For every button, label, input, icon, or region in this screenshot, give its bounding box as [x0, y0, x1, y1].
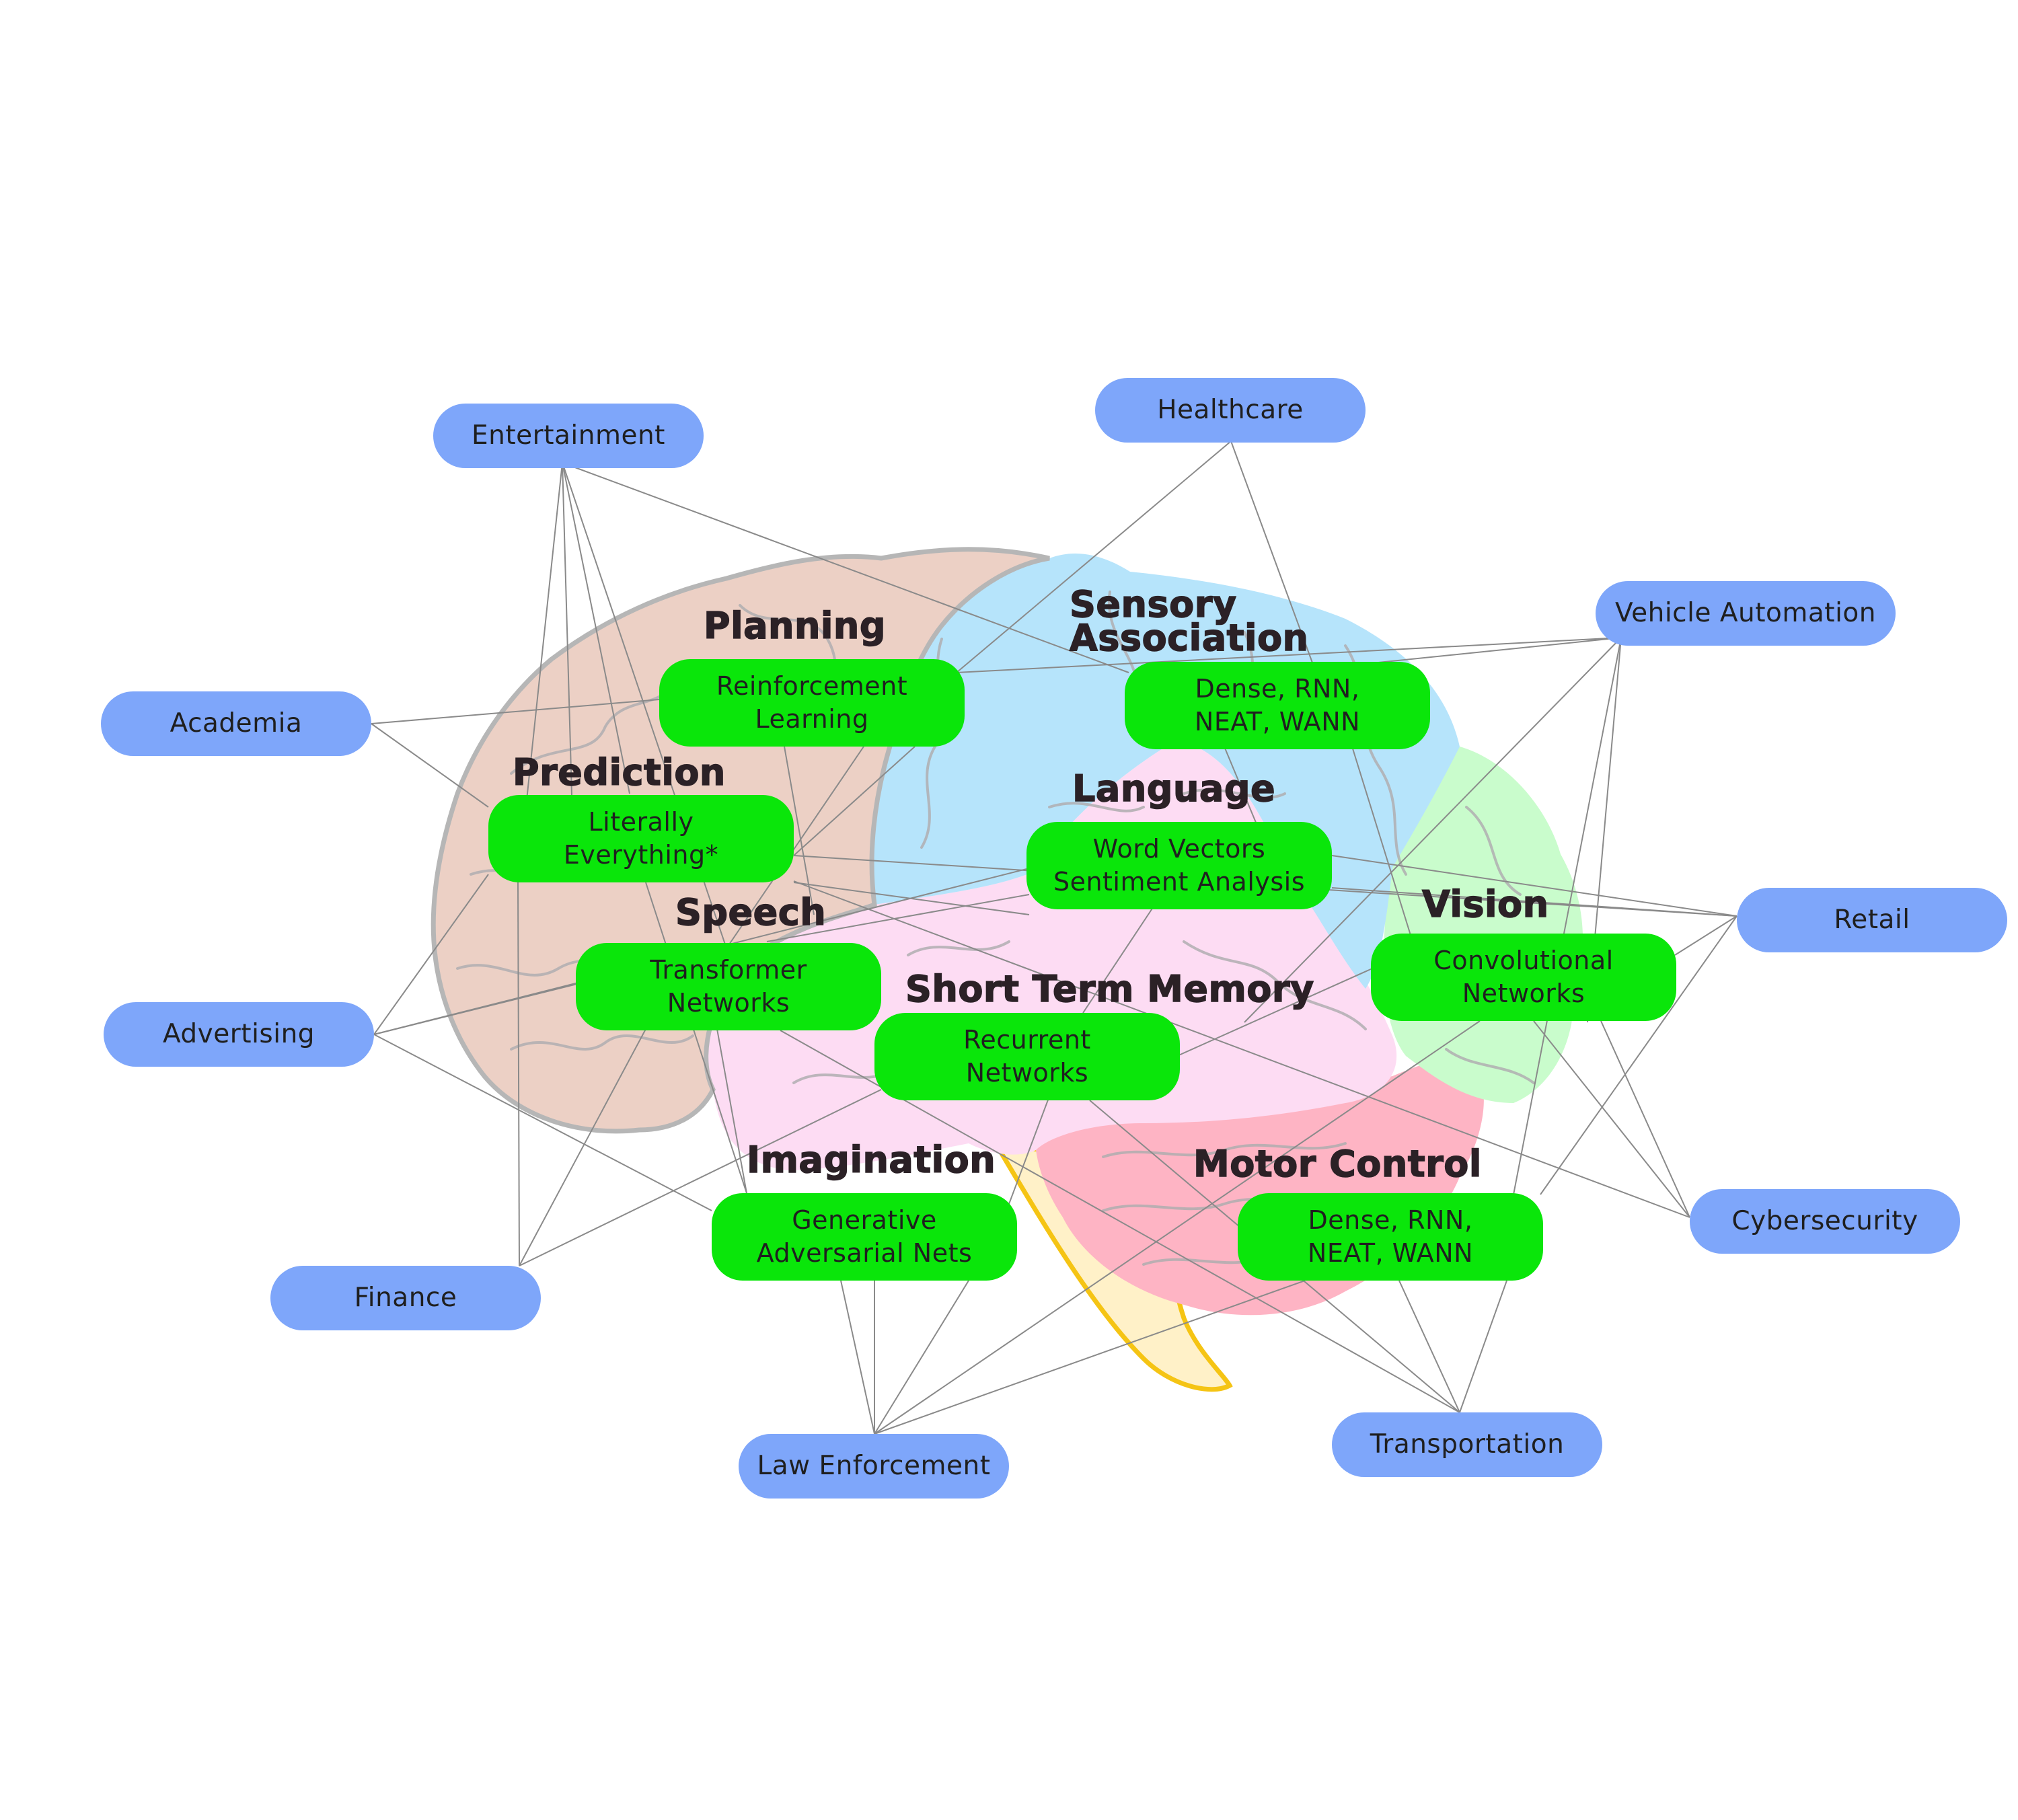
- technique-reinforcement-learning[interactable]: Reinforcement Learning: [659, 659, 965, 747]
- connector-line: [371, 723, 489, 808]
- connector-line: [1674, 915, 1737, 956]
- connector-line: [874, 1280, 1306, 1435]
- region-title-motor-control: Motor Control: [1193, 1143, 1482, 1185]
- connector-line: [562, 462, 1129, 673]
- connector-line: [840, 1280, 875, 1435]
- connector-line: [1351, 746, 1413, 942]
- region-title-sensory-association: Sensory Association: [1069, 583, 1309, 659]
- connector-line: [1176, 968, 1373, 1057]
- technique-literally-everything[interactable]: Literally Everything*: [488, 795, 794, 882]
- connector-line: [1230, 441, 1314, 665]
- connector-line: [1533, 1020, 1690, 1218]
- brain-fold: [1445, 1048, 1535, 1084]
- connector-line: [519, 1028, 646, 1266]
- technique-recurrent-networks[interactable]: Recurrent Networks: [874, 1013, 1180, 1100]
- connector-line: [956, 637, 1622, 673]
- connector-line: [793, 880, 1690, 1218]
- region-title-imagination: Imagination: [746, 1139, 996, 1181]
- domain-finance[interactable]: Finance: [270, 1266, 541, 1330]
- brain-fold: [510, 1034, 694, 1051]
- connector-line: [371, 699, 660, 724]
- connector-line: [1244, 637, 1622, 1023]
- domain-vehicle-automation[interactable]: Vehicle Automation: [1596, 581, 1896, 646]
- connector-line: [874, 1020, 1481, 1435]
- connector-line: [519, 1089, 882, 1266]
- brain-fold: [1465, 806, 1522, 896]
- connector-line: [766, 894, 1030, 942]
- domain-transportation[interactable]: Transportation: [1332, 1412, 1602, 1477]
- connector-line: [716, 1028, 747, 1194]
- connector-line: [1331, 855, 1737, 917]
- technique-transformer-networks[interactable]: Transformer Networks: [576, 943, 881, 1030]
- region-title-short-term-memory: Short Term Memory: [905, 968, 1314, 1010]
- connector-line: [793, 746, 915, 856]
- brain-fold: [1183, 788, 1286, 799]
- connector-line: [956, 441, 1232, 673]
- connector-line: [373, 874, 489, 1035]
- technique-dense-rnn-neat-wann-motor[interactable]: Dense, RNN, NEAT, WANN: [1238, 1193, 1543, 1281]
- connector-line: [1224, 746, 1259, 828]
- connector-line: [1600, 1020, 1690, 1218]
- connector-line: [784, 746, 815, 915]
- connector-line: [1008, 1096, 1050, 1205]
- technique-convolutional-networks[interactable]: Convolutional Networks: [1371, 934, 1676, 1021]
- technique-generative-adversarial-nets[interactable]: Generative Adversarial Nets: [712, 1193, 1017, 1281]
- domain-advertising[interactable]: Advertising: [104, 1002, 374, 1067]
- region-title-prediction: Prediction: [512, 751, 726, 794]
- domain-entertainment[interactable]: Entertainment: [433, 404, 704, 468]
- connector-line: [562, 462, 572, 796]
- connector-line: [1459, 1280, 1507, 1413]
- connector-line: [1540, 915, 1737, 1195]
- technique-word-vectors-sentiment-analysis[interactable]: Word Vectors Sentiment Analysis: [1026, 822, 1332, 909]
- connector-line: [1398, 1280, 1460, 1413]
- region-title-planning: Planning: [703, 605, 887, 647]
- brain-fold: [1183, 940, 1367, 1030]
- connector-line: [373, 1034, 712, 1211]
- connector-line: [726, 746, 864, 949]
- connector-line: [517, 882, 520, 1266]
- connector-line: [793, 882, 1030, 915]
- brain-fold: [1102, 1142, 1347, 1158]
- connector-line: [874, 1280, 969, 1435]
- domain-academia[interactable]: Academia: [101, 691, 371, 756]
- connector-line: [1331, 887, 1737, 917]
- brain-fold: [907, 940, 1010, 956]
- region-title-language: Language: [1072, 767, 1276, 810]
- connector-line: [1513, 637, 1622, 1195]
- brain-fold: [1048, 802, 1145, 812]
- connector-line: [645, 882, 747, 1194]
- domain-cybersecurity[interactable]: Cybersecurity: [1690, 1189, 1960, 1254]
- domain-healthcare[interactable]: Healthcare: [1095, 378, 1366, 443]
- technique-dense-rnn-neat-wann-sensory[interactable]: Dense, RNN, NEAT, WANN: [1125, 662, 1430, 749]
- region-title-vision: Vision: [1421, 883, 1549, 925]
- domain-law-enforcement[interactable]: Law Enforcement: [739, 1434, 1009, 1499]
- connector-line: [562, 462, 630, 794]
- connector-line: [1345, 637, 1622, 667]
- domain-retail[interactable]: Retail: [1737, 888, 2007, 952]
- region-title-speech: Speech: [675, 891, 827, 934]
